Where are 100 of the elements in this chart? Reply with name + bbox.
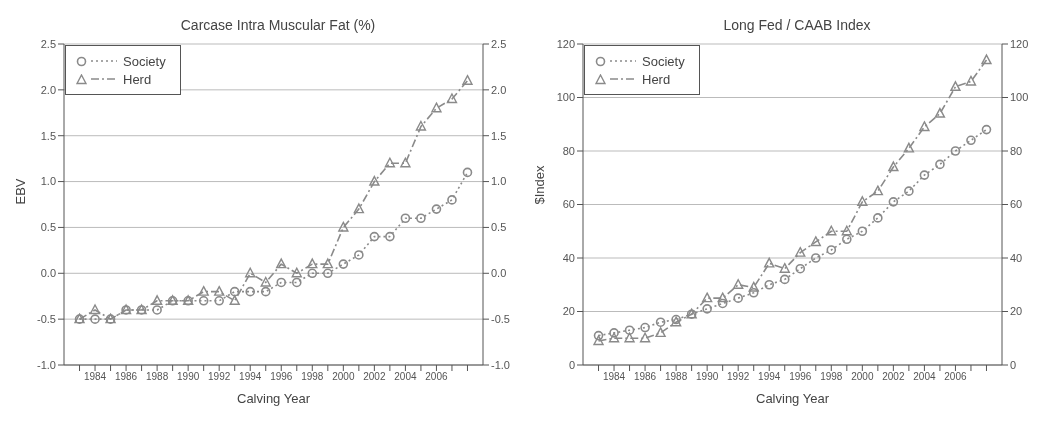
point <box>229 286 240 297</box>
x-tick-label: 2002 <box>363 371 386 383</box>
point <box>779 274 790 285</box>
point <box>229 295 240 305</box>
y2-tick-label: 0 <box>1010 358 1017 371</box>
x-tick-label: 1984 <box>83 371 107 383</box>
point <box>593 330 604 341</box>
y-tick-label: -0.5 <box>37 313 56 326</box>
x-tick-label: 1986 <box>114 371 138 383</box>
point <box>462 74 473 85</box>
point <box>400 213 411 224</box>
point <box>748 281 759 292</box>
x-tick-label: 1996 <box>789 371 812 383</box>
x-tick-label: 1990 <box>696 371 719 383</box>
point <box>888 197 899 207</box>
legend-label: Society <box>642 53 685 69</box>
point <box>732 279 744 289</box>
point <box>608 332 620 343</box>
point <box>935 159 945 170</box>
point <box>655 327 666 338</box>
point <box>307 258 318 269</box>
x-axis-title: Calving Year <box>237 391 311 406</box>
y2-tick-label: 80 <box>1010 144 1023 157</box>
x-tick-label: 1998 <box>301 371 324 383</box>
point <box>764 257 775 268</box>
point <box>354 250 364 260</box>
y2-tick-label: 0.5 <box>491 221 507 234</box>
point <box>245 267 256 278</box>
point <box>213 285 225 296</box>
point <box>400 157 411 168</box>
x-tick-label: 2000 <box>332 371 355 383</box>
point <box>353 203 365 214</box>
point <box>307 268 318 279</box>
point <box>415 120 427 131</box>
point <box>593 335 604 346</box>
point <box>873 213 883 223</box>
point <box>826 245 837 255</box>
point <box>152 305 162 315</box>
x-tick-label: 1988 <box>664 371 688 383</box>
point <box>950 81 961 91</box>
point <box>384 157 396 168</box>
x-tick-label: 2006 <box>425 371 448 383</box>
point <box>639 332 651 343</box>
chart-title: Long Fed / CAAB Index <box>723 17 871 33</box>
y2-tick-label: 100 <box>1010 91 1029 104</box>
point <box>338 259 349 269</box>
y-tick-label: 20 <box>562 305 575 318</box>
x-tick-label: 2002 <box>882 371 905 383</box>
point <box>89 304 101 315</box>
legend-label: Herd <box>123 71 152 87</box>
point <box>90 314 100 324</box>
point <box>462 167 473 178</box>
y-tick-label: 1.0 <box>40 175 56 188</box>
y2-tick-label: 2.5 <box>491 37 507 50</box>
legend-label: Society <box>123 53 166 69</box>
point <box>385 231 395 242</box>
point <box>624 325 635 336</box>
point <box>826 225 837 236</box>
y-tick-label: 60 <box>562 198 575 211</box>
point <box>369 175 380 186</box>
x-tick-label: 1988 <box>145 371 169 383</box>
point <box>260 276 271 287</box>
y2-tick-label: 40 <box>1010 251 1023 264</box>
point <box>291 267 302 278</box>
point <box>934 107 946 118</box>
point <box>198 285 209 296</box>
x-tick-label: 1994 <box>239 371 262 383</box>
y-axis-title: EBV <box>12 178 28 205</box>
y-tick-label: 40 <box>562 251 575 264</box>
point <box>795 263 806 274</box>
point <box>151 295 163 305</box>
point <box>904 186 914 196</box>
x-tick-label: 1996 <box>270 371 293 383</box>
x-tick-label: 2000 <box>851 371 874 383</box>
point <box>919 121 930 132</box>
point <box>965 75 977 86</box>
point <box>198 296 209 306</box>
point <box>733 293 743 303</box>
point <box>888 161 899 172</box>
y-tick-label: 120 <box>556 37 575 50</box>
y2-tick-label: 1.5 <box>491 129 507 142</box>
x-tick-label: 1992 <box>727 371 750 383</box>
y-tick-label: 2.5 <box>40 37 56 50</box>
point <box>431 102 442 113</box>
x-tick-label: 2004 <box>394 371 417 383</box>
point <box>779 263 790 273</box>
point <box>447 195 457 205</box>
y2-tick-label: -1.0 <box>491 358 510 371</box>
x-tick-label: 1994 <box>758 371 781 383</box>
legend-label: Herd <box>642 71 671 87</box>
x-tick-label: 1984 <box>602 371 626 383</box>
y-tick-label: -1.0 <box>37 358 56 371</box>
point <box>276 258 287 269</box>
y2-tick-label: 2.0 <box>491 83 507 96</box>
y2-tick-label: -0.5 <box>491 313 510 326</box>
point <box>717 298 728 309</box>
y-tick-label: 0 <box>568 358 575 371</box>
x-tick-label: 1992 <box>208 371 231 383</box>
x-tick-label: 1998 <box>820 371 843 383</box>
y2-tick-label: 1.0 <box>491 175 507 188</box>
